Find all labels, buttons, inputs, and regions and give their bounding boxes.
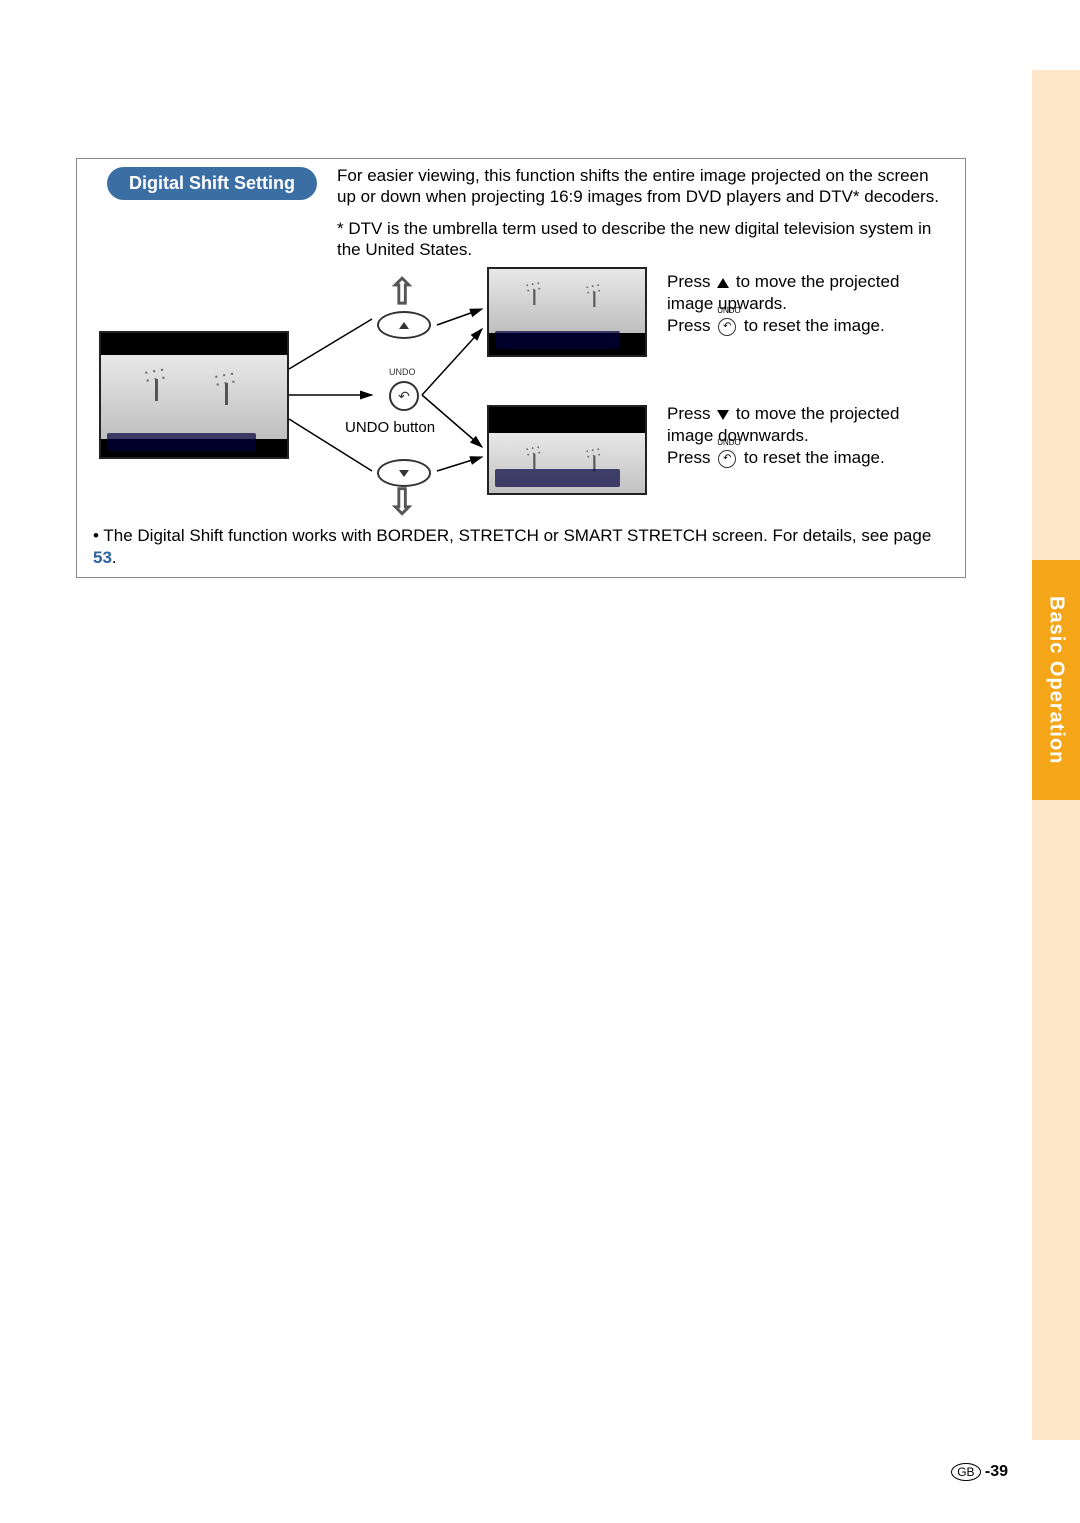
arrow-up-icon: ⇧: [387, 271, 417, 313]
description-note: * DTV is the umbrella term used to descr…: [337, 218, 947, 261]
undo-mini-label-inline: UNDO: [717, 306, 741, 316]
undo-mini-label-inline: UNDO: [717, 438, 741, 448]
region-code: GB: [951, 1463, 981, 1481]
undo-caption: UNDO button: [345, 419, 435, 436]
text: to reset the image.: [739, 316, 885, 335]
page-number: GB -39: [951, 1463, 1008, 1481]
arrow-down-icon: ⇩: [387, 481, 417, 523]
undo-icon-inline: ↶: [718, 318, 736, 336]
screen-shifted-down: [487, 405, 647, 495]
side-tab-label: Basic Operation: [1045, 596, 1068, 764]
text: Press: [667, 448, 715, 467]
remote-up-button[interactable]: [377, 311, 431, 339]
down-triangle-icon: [717, 410, 729, 420]
undo-mini-label: UNDO: [389, 367, 416, 377]
description-main: For easier viewing, this function shifts…: [337, 165, 947, 208]
text: to reset the image.: [739, 448, 885, 467]
content-panel: Digital Shift Setting For easier viewing…: [76, 158, 966, 578]
remote-undo-button[interactable]: ↶: [389, 381, 419, 411]
text: Press: [667, 272, 715, 291]
side-tab: Basic Operation: [1032, 70, 1080, 1440]
page-num-text: -39: [985, 1463, 1008, 1481]
undo-icon-inline: ↶: [718, 450, 736, 468]
text: Press: [667, 316, 715, 335]
bullet-icon: •: [93, 526, 99, 545]
side-tab-active: Basic Operation: [1032, 560, 1080, 800]
text: Press: [667, 404, 715, 423]
footnote: • The Digital Shift function works with …: [93, 525, 943, 569]
up-triangle-icon: [717, 278, 729, 288]
screen-shifted-up: [487, 267, 647, 357]
footnote-text: The Digital Shift function works with BO…: [103, 526, 931, 545]
section-badge: Digital Shift Setting: [107, 167, 317, 200]
instruction-up: Press to move the projected image upward…: [667, 271, 947, 338]
screen-before: [99, 331, 289, 459]
instruction-down: Press to move the projected image downwa…: [667, 403, 947, 470]
text: .: [112, 548, 117, 567]
page-reference-link[interactable]: 53: [93, 548, 112, 567]
